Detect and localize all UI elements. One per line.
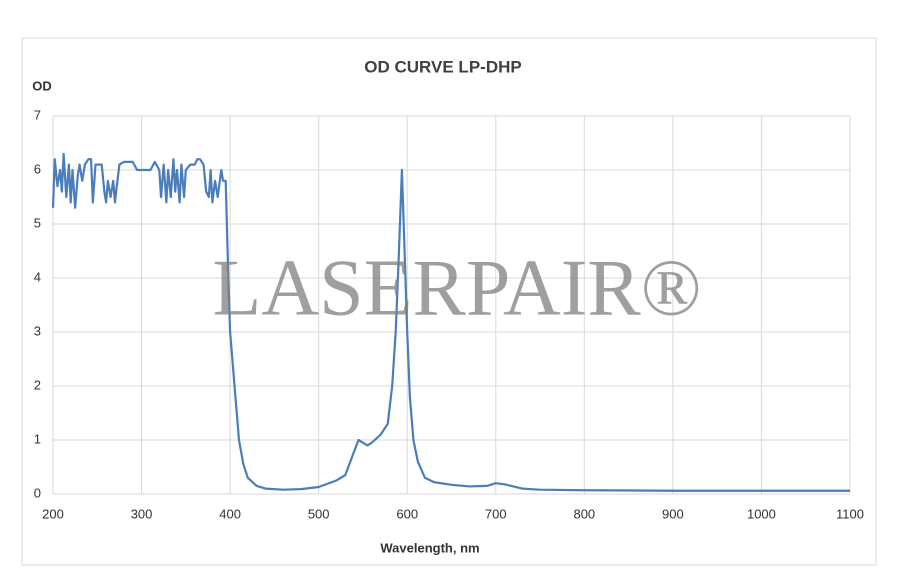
x-tick-label: 900 (662, 506, 684, 521)
x-tick-label: 600 (396, 506, 418, 521)
y-tick-label: 1 (34, 431, 41, 446)
x-axis-label: Wavelength, nm (380, 540, 479, 555)
y-tick-label: 4 (34, 269, 41, 284)
x-tick-label: 700 (485, 506, 507, 521)
x-tick-label: 800 (573, 506, 595, 521)
y-tick-label: 7 (34, 107, 41, 122)
y-tick-label: 0 (34, 485, 41, 500)
x-tick-label: 1000 (747, 506, 776, 521)
x-tick-label: 1100 (836, 506, 864, 521)
y-tick-label: 6 (34, 161, 41, 176)
y-tick-label: 2 (34, 377, 41, 392)
x-tick-label: 400 (219, 506, 241, 521)
y-tick-label: 5 (34, 215, 41, 230)
watermark: LASERPAIR® (212, 244, 701, 332)
chart-frame (21, 37, 877, 566)
y-tick-label: 3 (34, 323, 41, 338)
x-tick-label: 200 (42, 506, 64, 521)
chart-title: OD CURVE LP-DHP (364, 57, 521, 76)
x-tick-label: 300 (131, 506, 153, 521)
data-line (51, 152, 850, 492)
y-axis-label: OD (32, 78, 52, 93)
x-tick-label: 500 (308, 506, 330, 521)
